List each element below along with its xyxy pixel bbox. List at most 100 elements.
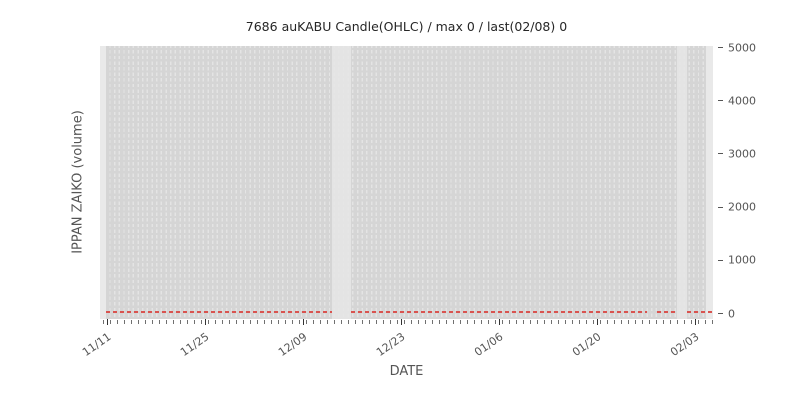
x-minor-tick bbox=[663, 320, 664, 324]
x-minor-tick bbox=[362, 320, 363, 324]
x-tick-label: 12/23 bbox=[374, 330, 408, 360]
x-major-tick bbox=[205, 319, 206, 325]
x-minor-tick bbox=[691, 320, 692, 324]
y-tick-label: 5000 bbox=[728, 41, 756, 54]
x-minor-tick bbox=[607, 320, 608, 324]
x-minor-tick bbox=[705, 320, 706, 324]
x-axis-label: DATE bbox=[389, 364, 424, 379]
y-tick-mark bbox=[718, 312, 723, 315]
x-minor-tick bbox=[243, 320, 244, 324]
x-minor-tick bbox=[201, 320, 202, 324]
x-minor-tick bbox=[166, 320, 167, 324]
x-minor-tick bbox=[383, 320, 384, 324]
x-tick-label: 12/09 bbox=[276, 330, 310, 360]
x-minor-tick bbox=[159, 320, 160, 324]
x-minor-tick bbox=[460, 320, 461, 324]
x-minor-tick bbox=[376, 320, 377, 324]
x-minor-tick bbox=[530, 320, 531, 324]
y-tick-label: 1000 bbox=[728, 253, 756, 267]
x-minor-tick bbox=[474, 320, 475, 324]
x-minor-tick bbox=[152, 320, 153, 324]
x-minor-tick bbox=[593, 320, 594, 324]
x-minor-tick bbox=[208, 320, 209, 324]
x-minor-tick bbox=[628, 320, 629, 324]
x-minor-tick bbox=[488, 320, 489, 324]
x-minor-tick bbox=[677, 320, 678, 324]
x-minor-tick bbox=[124, 320, 125, 324]
x-minor-tick bbox=[131, 320, 132, 324]
y-tick-mark bbox=[718, 259, 723, 261]
y-tick-label: 0 bbox=[728, 307, 735, 320]
x-minor-tick bbox=[614, 320, 615, 324]
x-minor-tick bbox=[187, 320, 188, 324]
x-minor-tick bbox=[110, 320, 111, 324]
x-minor-tick bbox=[509, 320, 510, 324]
x-minor-tick bbox=[117, 320, 118, 324]
x-minor-tick bbox=[299, 320, 300, 324]
x-minor-tick bbox=[320, 320, 321, 324]
x-tick-label: 01/06 bbox=[472, 330, 506, 360]
x-minor-tick bbox=[257, 320, 258, 324]
x-minor-tick bbox=[418, 320, 419, 324]
x-minor-tick bbox=[194, 320, 195, 324]
x-minor-tick bbox=[446, 320, 447, 324]
x-minor-tick bbox=[565, 320, 566, 324]
x-minor-tick bbox=[642, 320, 643, 324]
x-minor-tick bbox=[495, 320, 496, 324]
x-minor-tick bbox=[621, 320, 622, 324]
x-minor-tick bbox=[502, 320, 503, 324]
x-tick-label: 11/25 bbox=[178, 330, 212, 360]
chart-title: 7686 auKABU Candle(OHLC) / max 0 / last(… bbox=[245, 19, 568, 34]
y-axis-label: IPPAN ZAIKO (volume) bbox=[70, 110, 86, 254]
x-minor-tick bbox=[327, 320, 328, 324]
x-minor-tick bbox=[348, 320, 349, 324]
x-minor-tick bbox=[264, 320, 265, 324]
x-minor-tick bbox=[355, 320, 356, 324]
x-minor-tick bbox=[481, 320, 482, 324]
x-minor-tick bbox=[215, 320, 216, 324]
x-major-tick bbox=[303, 319, 304, 325]
x-minor-tick bbox=[712, 320, 713, 324]
x-minor-tick bbox=[306, 320, 307, 324]
missing-data-band bbox=[332, 46, 351, 319]
x-major-tick bbox=[499, 319, 500, 325]
zero-volume-bars-segment bbox=[657, 311, 677, 313]
x-minor-tick bbox=[180, 320, 181, 324]
plot-right-margin-strip bbox=[706, 46, 713, 319]
x-minor-tick bbox=[425, 320, 426, 324]
x-minor-tick bbox=[229, 320, 230, 324]
x-minor-tick bbox=[516, 320, 517, 324]
zero-volume-bars-segment bbox=[106, 311, 332, 313]
x-minor-tick bbox=[523, 320, 524, 324]
plot-left-margin-strip bbox=[100, 46, 106, 319]
x-minor-tick bbox=[558, 320, 559, 324]
plot-area bbox=[100, 46, 713, 319]
y-tick-mark bbox=[718, 153, 723, 155]
x-minor-tick bbox=[145, 320, 146, 324]
x-minor-tick bbox=[432, 320, 433, 324]
x-major-tick bbox=[597, 319, 598, 325]
x-minor-tick bbox=[390, 320, 391, 324]
y-tick-label: 3000 bbox=[728, 147, 756, 161]
x-minor-tick bbox=[579, 320, 580, 324]
x-minor-tick bbox=[439, 320, 440, 324]
x-minor-tick bbox=[467, 320, 468, 324]
x-minor-tick bbox=[334, 320, 335, 324]
x-minor-tick bbox=[404, 320, 405, 324]
x-minor-tick bbox=[544, 320, 545, 324]
y-tick-mark bbox=[718, 100, 723, 102]
x-minor-tick bbox=[222, 320, 223, 324]
x-minor-tick bbox=[572, 320, 573, 324]
zero-volume-bars-segment bbox=[351, 311, 647, 313]
x-minor-tick bbox=[236, 320, 237, 324]
x-minor-tick bbox=[292, 320, 293, 324]
x-minor-tick bbox=[635, 320, 636, 324]
x-tick-label: 11/11 bbox=[80, 330, 114, 360]
missing-data-band bbox=[677, 46, 687, 319]
y-tick-mark bbox=[718, 206, 723, 208]
x-tick-label: 01/20 bbox=[570, 330, 604, 360]
x-minor-tick bbox=[341, 320, 342, 324]
x-minor-tick bbox=[551, 320, 552, 324]
x-minor-tick bbox=[453, 320, 454, 324]
